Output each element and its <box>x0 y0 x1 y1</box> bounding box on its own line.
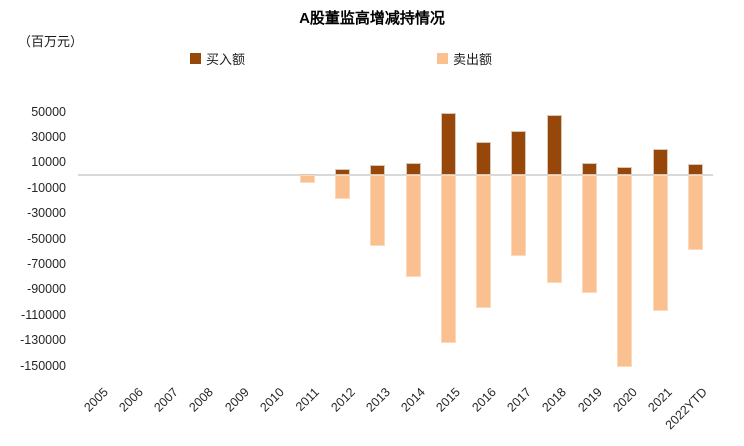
y-tick-label: -10000 <box>27 180 66 195</box>
bar-buy <box>546 115 562 175</box>
bar-buy <box>335 169 351 175</box>
bar-sell <box>476 175 492 309</box>
y-tick-label: -130000 <box>20 333 66 348</box>
bar-sell <box>652 175 668 311</box>
bar-buy <box>370 164 386 175</box>
bar-sell <box>405 175 421 277</box>
bar-buy <box>440 112 456 175</box>
y-tick-label: -150000 <box>20 358 66 373</box>
bar-sell <box>687 175 703 250</box>
bar-sell <box>582 175 598 294</box>
bar-buy <box>652 148 668 175</box>
bar-buy <box>476 141 492 175</box>
legend-item-sell: 卖出额 <box>437 49 492 68</box>
y-axis-unit-label: （百万元） <box>18 34 84 49</box>
y-tick-label: -70000 <box>27 256 66 271</box>
legend-item-buy: 买入额 <box>190 49 245 68</box>
bar-buy <box>511 131 527 175</box>
y-tick-label: -50000 <box>27 231 66 246</box>
bar-buy <box>687 164 703 175</box>
bar-buy <box>405 163 421 175</box>
bar-buy <box>582 163 598 175</box>
y-tick-label: -30000 <box>27 206 66 221</box>
y-tick-label: 30000 <box>31 129 66 144</box>
bar-buy <box>617 166 633 175</box>
bar-sell <box>299 175 315 184</box>
y-tick-label: -110000 <box>21 307 66 322</box>
bar-sell <box>617 175 633 367</box>
chart-title: A股董监高增减持情况 <box>299 10 445 27</box>
legend-label-sell: 卖出额 <box>453 52 493 67</box>
bar-sell <box>335 175 351 200</box>
bar-sell <box>370 175 386 247</box>
y-tick-label: 10000 <box>31 155 66 170</box>
zero-gridline <box>78 173 713 177</box>
y-tick-label: -90000 <box>27 282 66 297</box>
legend-label-buy: 买入额 <box>206 52 246 67</box>
bar-sell <box>546 175 562 283</box>
legend-swatch-buy-icon <box>190 53 201 64</box>
y-tick-label: 50000 <box>31 104 66 119</box>
bar-sell <box>440 175 456 343</box>
legend-swatch-sell-icon <box>437 53 448 64</box>
bar-sell <box>511 175 527 257</box>
